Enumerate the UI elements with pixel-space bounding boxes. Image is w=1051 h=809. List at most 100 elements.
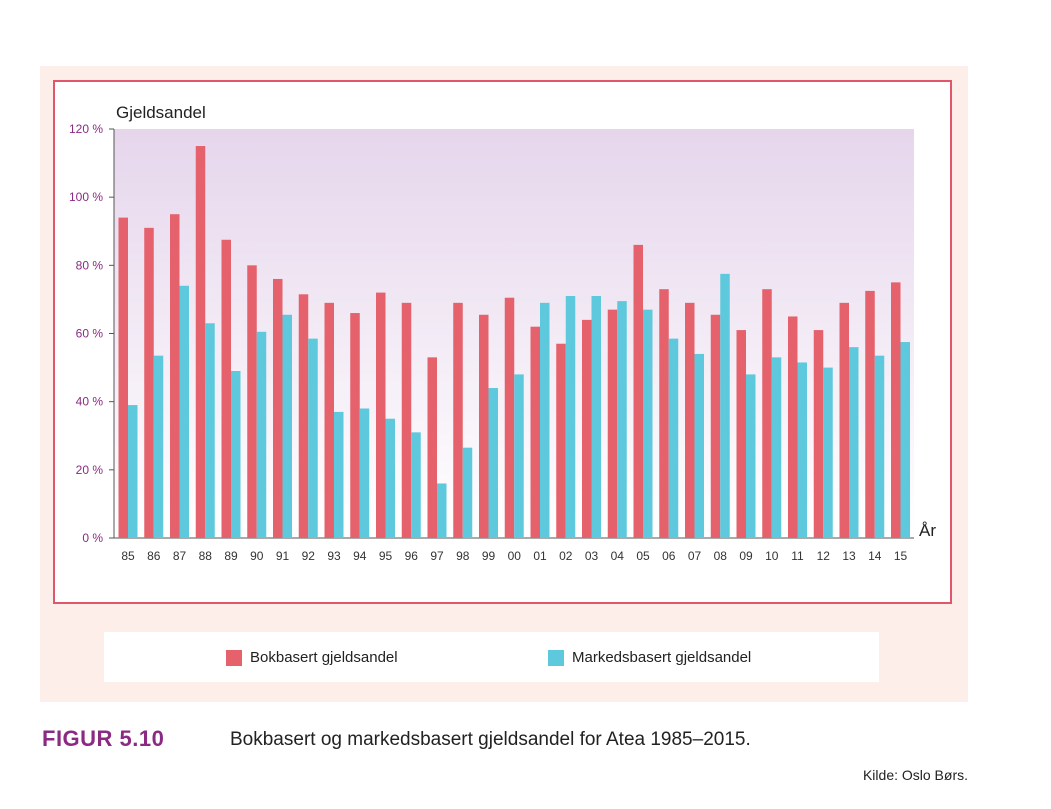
bar-market [231, 370, 241, 538]
legend-swatch-book [226, 649, 242, 666]
x-tick-label: 92 [302, 549, 316, 563]
legend-swatch-market [548, 649, 564, 666]
x-tick-label: 05 [636, 549, 650, 563]
x-tick-label: 99 [482, 549, 496, 563]
bar-book [582, 319, 592, 538]
x-tick-label: 85 [121, 549, 135, 563]
bar-book [401, 302, 412, 538]
bar-market [694, 353, 704, 538]
figure-source: Kilde: Oslo Børs. [862, 767, 968, 783]
x-tick-label: 06 [662, 549, 676, 563]
bar-book [195, 146, 206, 538]
legend-label-book: Bokbasert gjeldsandel [250, 649, 398, 666]
bar-market [514, 374, 524, 538]
x-tick-label: 87 [173, 549, 187, 563]
bar-market [153, 355, 164, 538]
legend-item-market: Markedsbasert gjeldsandel [548, 649, 751, 666]
bar-book [813, 330, 824, 538]
bar-market [668, 338, 679, 538]
x-tick-label: 03 [585, 549, 599, 563]
x-tick-label: 15 [894, 549, 908, 563]
y-tick-label: 80 % [76, 258, 104, 272]
bar-book [170, 214, 180, 539]
bar-market [900, 342, 910, 538]
bar-book [633, 244, 643, 538]
x-axis-label: År [919, 521, 936, 540]
x-tick-label: 95 [379, 549, 393, 563]
bar-market [617, 301, 627, 538]
bar-market [282, 314, 292, 538]
bar-book [273, 278, 283, 538]
bar-market [128, 405, 138, 538]
bar-book [788, 316, 798, 538]
x-tick-label: 97 [430, 549, 444, 563]
y-tick-label: 120 % [69, 122, 103, 136]
bar-market [849, 347, 859, 538]
x-tick-label: 12 [817, 549, 831, 563]
x-tick-label: 00 [508, 549, 522, 563]
legend-label-market: Markedsbasert gjeldsandel [572, 649, 752, 666]
y-tick-label: 40 % [76, 395, 104, 409]
bar-book [247, 265, 257, 538]
y-axis-label: Gjeldsandel [116, 103, 206, 122]
bar-market [385, 418, 395, 538]
bar-market [462, 447, 473, 538]
bar-market [720, 273, 730, 538]
x-tick-label: 91 [276, 549, 290, 563]
bar-book [736, 330, 746, 538]
bar-market [359, 408, 370, 538]
x-tick-label: 01 [533, 549, 547, 563]
x-tick-label: 94 [353, 549, 367, 563]
x-tick-label: 07 [688, 549, 702, 563]
bar-book [762, 289, 772, 538]
bar-market [823, 367, 833, 538]
x-tick-label: 98 [456, 549, 470, 563]
bar-market [540, 302, 550, 538]
bar-book [376, 292, 386, 538]
bar-book [221, 239, 231, 539]
x-tick-label: 13 [842, 549, 856, 563]
x-tick-label: 04 [611, 549, 625, 563]
bar-book [685, 302, 695, 538]
bar-market [205, 323, 215, 538]
bar-market [437, 483, 447, 538]
x-tick-label: 08 [714, 549, 728, 563]
x-tick-label: 96 [405, 549, 419, 563]
figure-label: FIGUR 5.10 [42, 726, 165, 751]
bar-book [710, 314, 721, 538]
x-tick-label: 89 [224, 549, 238, 563]
bar-book [556, 343, 566, 538]
bar-market [179, 285, 189, 538]
bar-book [530, 326, 540, 538]
bar-book [453, 302, 463, 538]
bar-book [298, 294, 309, 538]
x-tick-label: 90 [250, 549, 264, 563]
bar-book [891, 282, 901, 538]
bar-book [324, 302, 334, 538]
bar-book [350, 313, 360, 538]
y-tick-label: 100 % [69, 190, 103, 204]
legend-item-book: Bokbasert gjeldsandel [226, 649, 398, 666]
bar-market [771, 357, 782, 538]
bar-book [607, 309, 618, 538]
bar-book [659, 289, 669, 538]
x-tick-label: 14 [868, 549, 882, 563]
bar-market [797, 362, 807, 538]
bar-book [504, 297, 515, 538]
bar-book [427, 357, 437, 538]
bar-market [256, 331, 267, 538]
bar-market [874, 355, 885, 538]
bar-book [144, 227, 154, 538]
x-tick-label: 11 [791, 549, 804, 563]
bar-book [118, 217, 128, 538]
x-tick-label: 88 [199, 549, 213, 563]
bar-market [411, 432, 421, 538]
x-tick-label: 02 [559, 549, 573, 563]
bar-market [334, 411, 344, 538]
bar-market [488, 388, 498, 538]
y-tick-label: 60 % [76, 327, 104, 341]
y-tick-label: 0 % [82, 531, 103, 545]
x-tick-label: 93 [327, 549, 341, 563]
bar-chart: 0 % 20 % 40 % 60 % 80 % 100 % 120 % Gjeldsandel… [69, 103, 936, 563]
x-tick-label: 86 [147, 549, 161, 563]
